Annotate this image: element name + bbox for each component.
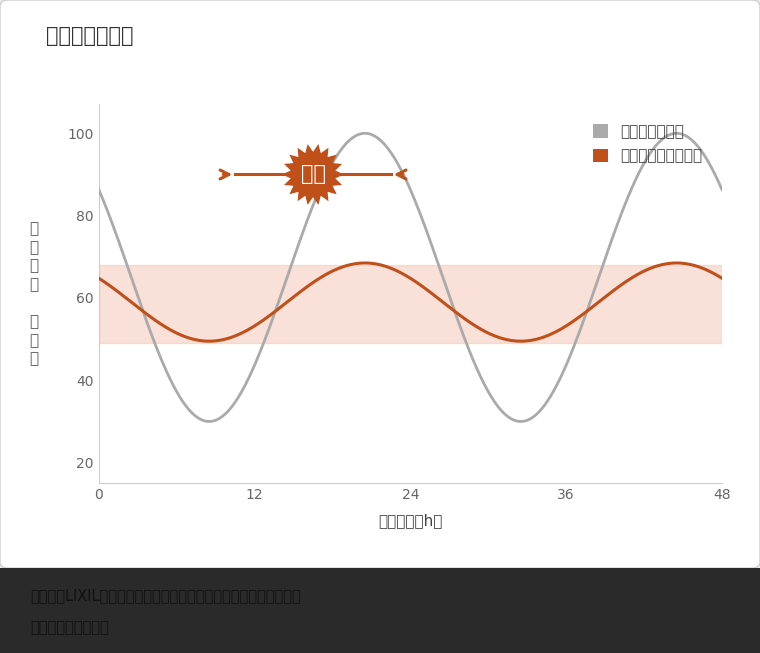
Legend: ビニールクロス, エコカラットプラス: ビニールクロス, エコカラットプラス bbox=[581, 112, 714, 176]
Text: 出典元：LIXIL｜エコカラット　調湿機能で、もっと快適　技術情: 出典元：LIXIL｜エコカラット 調湿機能で、もっと快適 技術情 bbox=[30, 588, 301, 603]
Text: 相
対
湿
度

（
％
）: 相 対 湿 度 （ ％ ） bbox=[30, 221, 39, 366]
Text: 結露: 結露 bbox=[300, 165, 325, 184]
Text: 湿度変動の抑制: 湿度変動の抑制 bbox=[46, 26, 133, 46]
Text: 報・試験データより: 報・試験データより bbox=[30, 620, 109, 635]
Bar bbox=[99, 265, 722, 343]
X-axis label: 経過時間（h）: 経過時間（h） bbox=[378, 513, 442, 528]
Polygon shape bbox=[282, 144, 344, 205]
